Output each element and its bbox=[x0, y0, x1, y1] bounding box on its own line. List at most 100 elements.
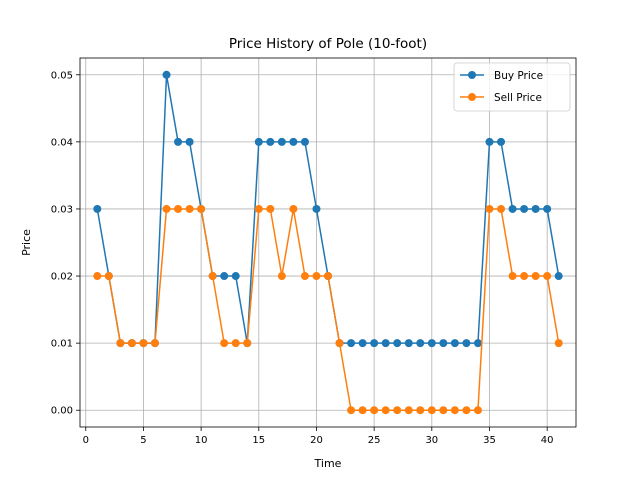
x-tick-label: 30 bbox=[425, 435, 438, 446]
sell-price-point bbox=[393, 406, 402, 415]
sell-price-point bbox=[254, 204, 263, 213]
sell-price-point bbox=[381, 406, 390, 415]
sell-price-point bbox=[243, 339, 252, 348]
sell-price-point bbox=[543, 272, 552, 281]
x-tick-label: 35 bbox=[483, 435, 496, 446]
y-tick-label: 0.02 bbox=[51, 272, 73, 283]
sell-price-point bbox=[554, 339, 563, 348]
sell-price-point bbox=[277, 272, 286, 281]
x-tick-label: 5 bbox=[140, 435, 146, 446]
sell-price-point bbox=[231, 339, 240, 348]
x-tick-label: 0 bbox=[83, 435, 89, 446]
sell-price-point bbox=[358, 406, 367, 415]
sell-price-point bbox=[497, 204, 506, 213]
sell-price-point bbox=[116, 339, 125, 348]
buy-price-point bbox=[381, 339, 390, 348]
sell-price-point bbox=[427, 406, 436, 415]
buy-price-point bbox=[185, 137, 194, 146]
sell-price-point bbox=[162, 204, 171, 213]
sell-price-point bbox=[208, 272, 217, 281]
buy-price-point bbox=[358, 339, 367, 348]
sell-price-point bbox=[370, 406, 379, 415]
buy-price-point bbox=[174, 137, 183, 146]
sell-price-point bbox=[266, 204, 275, 213]
y-tick-label: 0.01 bbox=[51, 339, 73, 350]
buy-price-point bbox=[473, 339, 482, 348]
buy-price-point bbox=[416, 339, 425, 348]
buy-price-point bbox=[531, 204, 540, 213]
x-tick-label: 15 bbox=[252, 435, 265, 446]
buy-price-point bbox=[312, 204, 321, 213]
sell-price-point bbox=[404, 406, 413, 415]
sell-price-point bbox=[324, 272, 332, 281]
y-tick-label: 0.05 bbox=[51, 70, 73, 81]
sell-price-point bbox=[531, 272, 540, 281]
x-tick-label: 20 bbox=[310, 435, 323, 446]
sell-price-point bbox=[300, 272, 309, 281]
sell-price-point bbox=[289, 204, 298, 213]
plot-area bbox=[80, 58, 576, 427]
sell-price-point bbox=[485, 204, 494, 213]
sell-price-point bbox=[174, 204, 183, 213]
buy-price-point bbox=[508, 204, 517, 213]
buy-price-point bbox=[543, 204, 552, 213]
buy-price-legend-label: Buy Price bbox=[494, 70, 543, 82]
buy-price-point bbox=[162, 70, 171, 79]
x-tick-label: 10 bbox=[195, 435, 208, 446]
buy-price-point bbox=[427, 339, 436, 348]
buy-price-point bbox=[347, 339, 356, 348]
sell-price-point bbox=[220, 339, 229, 348]
sell-price-point bbox=[520, 272, 529, 281]
y-tick-label: 0.00 bbox=[51, 406, 73, 417]
sell-price-legend-marker bbox=[468, 93, 476, 101]
buy-price-point bbox=[520, 204, 529, 213]
grid-lines bbox=[80, 58, 576, 427]
buy-price-point bbox=[439, 339, 448, 348]
buy-price-point bbox=[289, 137, 298, 146]
buy-price-point bbox=[220, 272, 229, 281]
sell-price-point bbox=[185, 204, 194, 213]
chart-title: Price History of Pole (10-foot) bbox=[229, 36, 427, 52]
buy-price-point bbox=[93, 204, 102, 213]
sell-price-point bbox=[139, 339, 148, 348]
ticks-layer: 0 5 10 15 20 25 30 35 40 0.00 0.01 0.02 0.03 0.04 0.05 bbox=[51, 70, 554, 446]
sell-price-legend-label: Sell Price bbox=[494, 92, 542, 104]
buy-price-point bbox=[266, 137, 275, 146]
buy-price-point bbox=[450, 339, 459, 348]
sell-price-point bbox=[347, 406, 356, 415]
sell-price-point bbox=[473, 406, 482, 415]
buy-price-point bbox=[370, 339, 379, 348]
sell-price-point bbox=[93, 272, 102, 281]
y-axis-label: Price bbox=[20, 229, 33, 256]
buy-price-point bbox=[404, 339, 413, 348]
sell-price-point bbox=[439, 406, 448, 415]
axes-frame bbox=[79, 57, 577, 428]
buy-price-point bbox=[393, 339, 402, 348]
sell-price-point bbox=[150, 339, 159, 348]
sell-price-point bbox=[127, 339, 136, 348]
buy-price-point bbox=[254, 137, 263, 146]
sell-price-point bbox=[416, 406, 425, 415]
x-axis-label: Time bbox=[314, 457, 342, 470]
buy-price-point bbox=[277, 137, 286, 146]
buy-price-point bbox=[554, 272, 563, 281]
y-tick-label: 0.03 bbox=[51, 204, 73, 215]
x-tick-label: 40 bbox=[541, 435, 554, 446]
sell-price-point bbox=[104, 272, 113, 281]
sell-price-point bbox=[312, 272, 321, 281]
series-layer bbox=[93, 70, 563, 415]
legend: Buy Price Sell Price bbox=[453, 62, 571, 112]
sell-price-point bbox=[462, 406, 471, 415]
y-tick-label: 0.04 bbox=[51, 137, 73, 148]
sell-price-point bbox=[508, 272, 517, 281]
buy-price-point bbox=[485, 137, 494, 146]
buy-price-point bbox=[497, 137, 506, 146]
x-tick-label: 25 bbox=[368, 435, 381, 446]
sell-price-point bbox=[197, 204, 206, 213]
buy-price-point bbox=[462, 339, 471, 348]
sell-price-point bbox=[450, 406, 459, 415]
sell-price-point bbox=[335, 339, 344, 348]
buy-price-point bbox=[231, 272, 240, 281]
buy-price-legend-marker bbox=[468, 71, 476, 79]
